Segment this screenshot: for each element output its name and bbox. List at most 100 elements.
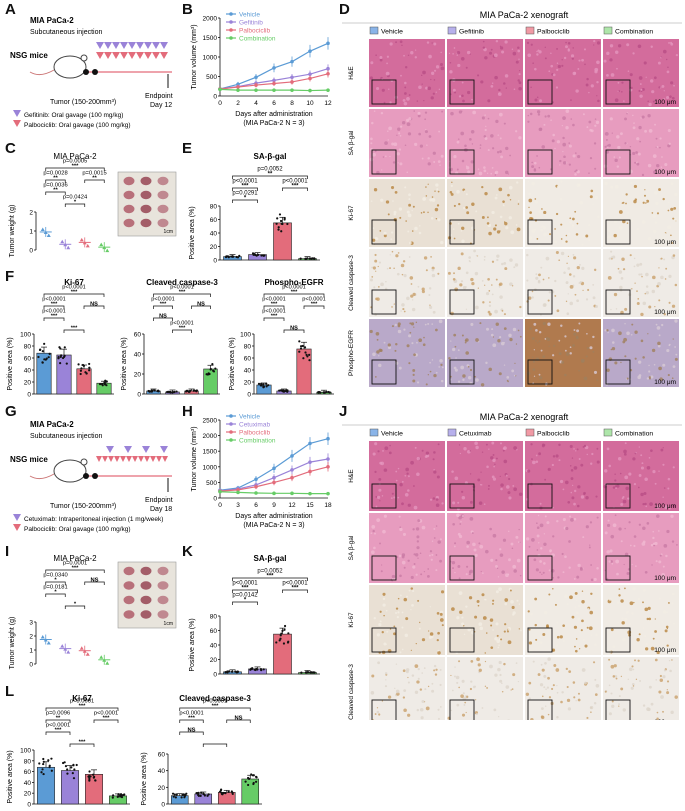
cell-texture — [631, 665, 634, 668]
cell-texture — [634, 330, 638, 334]
cell-texture — [435, 569, 438, 572]
cell-texture — [570, 517, 574, 522]
cell-texture — [488, 304, 492, 307]
cell-texture — [369, 157, 374, 162]
cell-texture — [539, 523, 544, 528]
cell-texture — [594, 70, 598, 74]
cell-texture — [658, 267, 660, 269]
significance-bracket — [232, 577, 308, 581]
p-value-label: p<0.0001 — [70, 699, 94, 705]
cell-texture — [414, 226, 418, 231]
cell-texture — [456, 681, 459, 684]
group-label: Combination — [615, 29, 653, 36]
cell-texture — [412, 205, 415, 208]
cell-texture — [417, 668, 420, 671]
cell-texture — [626, 112, 628, 115]
cell-texture — [557, 64, 562, 69]
data-point — [236, 488, 240, 492]
cell-texture — [377, 265, 379, 268]
row-label: H&E — [348, 66, 355, 80]
cell-texture — [413, 505, 418, 510]
cell-texture — [536, 96, 539, 98]
cell-texture — [534, 597, 538, 601]
significance-bracket — [93, 719, 119, 723]
replicate-dot — [279, 219, 283, 223]
row-label: Cleaved caspase-3 — [348, 664, 355, 720]
cell-texture — [611, 704, 615, 708]
cell-texture — [589, 195, 593, 199]
cell-texture — [492, 336, 495, 338]
cell-texture — [614, 50, 619, 54]
cell-texture — [429, 361, 432, 364]
cell-texture — [393, 625, 396, 628]
cell-texture — [496, 258, 499, 262]
panel-letter-c: C — [5, 140, 16, 157]
replicate-dot — [59, 361, 62, 365]
cell-texture — [576, 266, 580, 270]
cell-texture — [528, 697, 531, 700]
cell-texture — [608, 560, 611, 563]
significance-bracket — [45, 731, 71, 735]
cell-texture — [431, 71, 435, 75]
cell-texture — [403, 101, 408, 106]
cell-texture — [650, 646, 655, 651]
cell-texture — [638, 76, 643, 80]
replicate-marker — [43, 230, 48, 234]
inset-box — [527, 359, 553, 385]
cell-texture — [469, 500, 473, 504]
cell-texture — [408, 256, 411, 258]
cell-texture — [611, 132, 613, 134]
cell-texture — [616, 135, 620, 139]
x-tick-label: 8 — [290, 100, 294, 107]
y-tick-label: 3 — [29, 620, 33, 627]
cell-texture — [638, 633, 641, 636]
cell-texture — [428, 630, 430, 632]
cell-texture — [647, 606, 651, 610]
replicate-dot — [278, 213, 282, 216]
cell-texture — [498, 372, 502, 376]
cell-texture — [662, 237, 666, 241]
cell-texture — [477, 604, 480, 607]
y-tick-label: 1 — [29, 648, 33, 655]
cell-texture — [669, 621, 671, 623]
cell-texture — [492, 147, 495, 150]
inset-box — [371, 219, 397, 245]
tumor-specimen — [157, 581, 169, 590]
significance-stars: *** — [72, 164, 80, 170]
cell-texture — [389, 254, 391, 256]
cell-texture — [658, 299, 661, 302]
cell-texture — [492, 477, 497, 481]
tissue-image — [369, 441, 445, 511]
cell-texture — [404, 81, 407, 85]
cell-texture — [645, 285, 649, 288]
cell-texture — [535, 638, 538, 641]
cell-texture — [401, 480, 404, 483]
inset-box — [371, 359, 397, 385]
cell-texture — [392, 161, 396, 164]
cell-texture — [640, 312, 644, 317]
cell-texture — [415, 553, 419, 557]
replicate-dot — [254, 775, 258, 778]
cell-texture — [491, 260, 495, 263]
cell-texture — [640, 88, 643, 91]
cell-texture — [499, 295, 503, 299]
cell-texture — [579, 648, 581, 650]
tissue-image — [525, 441, 601, 511]
replicate-dot — [299, 347, 303, 350]
replicate-dot — [328, 391, 331, 394]
cell-texture — [543, 542, 547, 547]
cell-texture — [667, 128, 671, 133]
significance-bracket — [282, 589, 308, 593]
cell-texture — [568, 144, 572, 148]
cell-texture — [416, 381, 420, 384]
significance-stars: NS — [197, 302, 205, 308]
cell-texture — [370, 142, 373, 145]
cell-texture — [432, 310, 436, 314]
x-tick-label: 2 — [236, 100, 240, 107]
cell-texture — [379, 230, 382, 232]
cell-texture — [390, 231, 394, 234]
cell-texture — [527, 469, 531, 473]
cell-texture — [427, 574, 430, 578]
cell-texture — [576, 299, 580, 303]
chart-title: MIA PaCa-2 — [53, 152, 97, 161]
